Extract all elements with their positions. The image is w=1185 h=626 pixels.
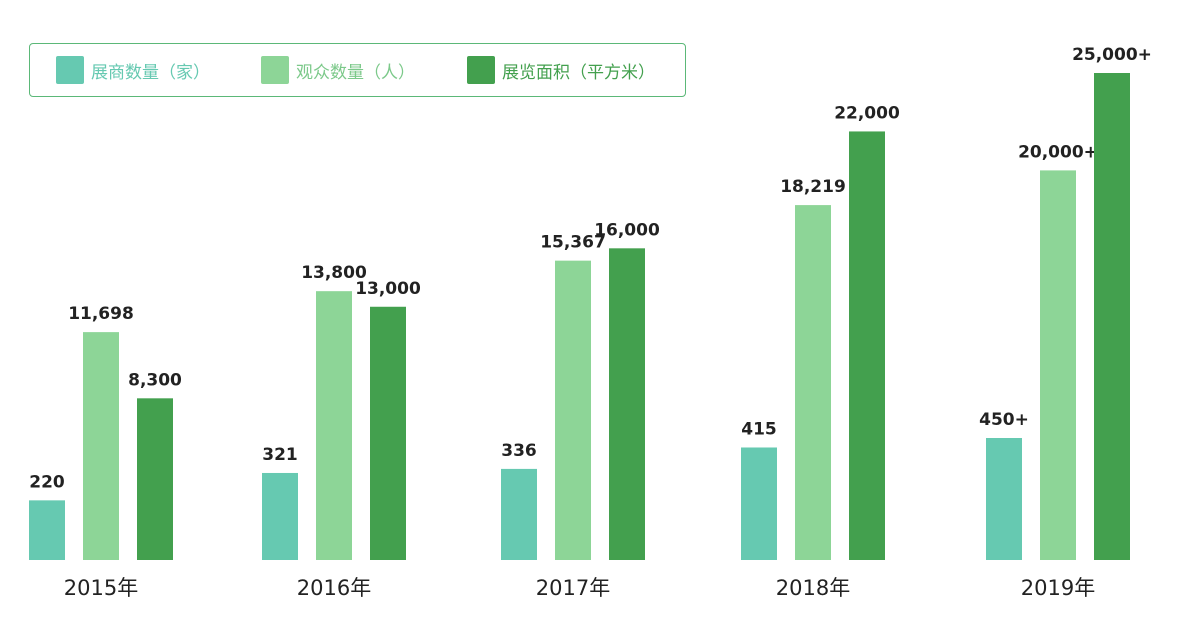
bar-1-0 [83,332,119,560]
data-label-0-2: 336 [501,441,537,461]
bar-0-4 [986,438,1022,560]
data-label-0-1: 321 [262,445,298,465]
data-label-2-4: 25,000+ [1072,45,1152,65]
legend-swatch-exhibitors [56,56,84,84]
category-label-4: 2019年 [1021,576,1095,600]
data-label-1-4: 20,000+ [1018,142,1098,162]
data-label-2-2: 16,000 [594,220,660,240]
category-label-2: 2017年 [536,576,610,600]
legend-swatch-visitors [261,56,289,84]
bar-1-3 [795,205,831,561]
data-label-0-0: 220 [29,472,65,492]
data-label-2-0: 8,300 [128,370,182,390]
legend-item-visitors: 观众数量（人） [261,56,415,84]
bar-2-2 [609,248,645,560]
data-label-2-3: 22,000 [834,103,900,123]
category-label-0: 2015年 [64,576,138,600]
bar-2-0 [137,398,173,560]
data-label-0-3: 415 [741,419,777,439]
legend-label-exhibitors: 展商数量（家） [91,62,210,83]
data-label-0-4: 450+ [979,410,1029,430]
data-label-1-1: 13,800 [301,263,367,283]
bar-0-1 [262,472,298,560]
bar-0-0 [29,500,65,560]
legend-swatch-area [467,56,495,84]
bar-0-2 [501,468,537,560]
legend-item-area: 展览面积（平方米） [467,56,655,84]
bar-2-3 [849,131,885,560]
bar-1-1 [316,291,352,560]
bar-1-4 [1040,170,1076,560]
data-label-2-1: 13,000 [355,279,421,299]
data-label-1-3: 18,219 [780,177,846,197]
bar-1-2 [555,260,591,560]
legend-label-visitors: 观众数量（人） [296,62,415,83]
legend-item-exhibitors: 展商数量（家） [56,56,210,84]
bar-2-4 [1094,73,1130,560]
bar-2-1 [370,306,406,560]
legend: 展商数量（家） 观众数量（人） 展览面积（平方米） [29,43,686,97]
data-label-1-0: 11,698 [68,304,134,324]
data-label-1-2: 15,367 [540,233,606,253]
legend-label-area: 展览面积（平方米） [502,62,655,83]
category-label-1: 2016年 [297,576,371,600]
bar-0-3 [741,447,777,560]
category-label-3: 2018年 [776,576,850,600]
